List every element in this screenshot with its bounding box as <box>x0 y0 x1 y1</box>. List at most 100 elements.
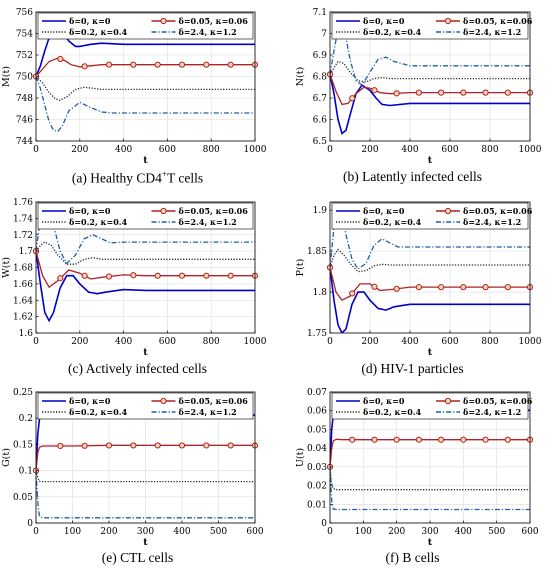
legend-label: δ=0.05, κ=0.06 <box>463 206 533 216</box>
series-marker <box>393 285 400 292</box>
series-marker <box>130 61 137 68</box>
legend-label: δ=0.05, κ=0.06 <box>179 396 249 406</box>
series-marker <box>57 442 64 450</box>
y-tick-label: 0.05 <box>307 425 327 435</box>
y-tick-label: 748 <box>16 94 33 104</box>
series-marker <box>105 442 113 449</box>
chart-panel-d: 0 200 400 600 800 1000 1.75 1.8 1.85 1.9 t P(t) δ=0,… <box>275 190 550 380</box>
x-tick-label: 100 <box>355 527 372 537</box>
series-marker <box>393 436 400 443</box>
chart-svg-c: 0 200 400 600 800 1000 1.6 1.62 1.64 1.66 1.68 1.7 1… <box>1 198 267 358</box>
series-line <box>36 250 255 323</box>
x-tick-label: 400 <box>401 145 418 155</box>
x-tick-label: 800 <box>203 145 220 155</box>
legend-label: δ=0.05, κ=0.06 <box>179 206 249 216</box>
series-marker <box>81 63 88 70</box>
x-tick-label: 1000 <box>244 337 267 347</box>
legend-box <box>331 392 529 420</box>
y-axis-label: G(t) <box>1 448 12 467</box>
x-tick-label: 600 <box>521 527 538 537</box>
series-marker <box>504 284 511 291</box>
legend-marker <box>160 17 167 25</box>
chart-panel-e: 0 100 200 300 400 500 600 0 0.05 0.1 0.15 0.2 0.25 t G… <box>0 380 275 571</box>
y-tick-label: 1.74 <box>13 214 33 224</box>
x-tick-label: 400 <box>173 527 190 537</box>
legend-label: δ=0.05, κ=0.06 <box>179 16 249 26</box>
y-axis-label: M(t) <box>1 66 12 87</box>
series-marker <box>178 272 186 279</box>
y-tick-label: 1.7 <box>19 247 34 257</box>
series-marker <box>154 61 161 68</box>
series-marker <box>371 87 378 94</box>
y-tick-label: 744 <box>16 137 33 147</box>
series-marker <box>482 89 489 96</box>
series-line <box>330 60 530 83</box>
legend-box <box>331 202 529 230</box>
series-marker <box>415 436 422 443</box>
series-line <box>36 76 255 133</box>
series-marker <box>203 442 210 449</box>
x-axis-label: t <box>428 537 433 548</box>
series-marker <box>105 61 113 68</box>
legend: δ=0, κ=0 δ=0.05, κ=0.06 δ=0.2, κ=0.4 δ=2.4,… <box>37 12 254 40</box>
legend-box <box>37 392 254 420</box>
series-marker <box>178 442 186 449</box>
y-tick-label: 0.06 <box>307 407 327 417</box>
series-marker <box>504 89 511 96</box>
y-tick-label: 0.25 <box>13 388 33 398</box>
series-marker <box>371 436 378 443</box>
series-marker <box>482 284 489 291</box>
x-tick-label: 400 <box>401 337 418 347</box>
y-tick-label: 0.07 <box>307 388 327 398</box>
y-tick-label: 0.1 <box>19 467 33 477</box>
x-axis-label: t <box>143 347 148 358</box>
legend-marker <box>160 207 167 215</box>
series-marker <box>57 275 64 282</box>
y-tick-label: 1.85 <box>307 247 327 257</box>
series-marker <box>105 273 113 280</box>
series-marker <box>371 283 378 290</box>
series-line <box>330 248 530 273</box>
chart-svg-f: 0 100 200 300 400 500 600 0 0.01 0.02 0.03 0.04 0.05… <box>295 388 539 548</box>
series-marker <box>460 89 467 96</box>
chart-svg-a: 0 200 400 600 800 1000 744 746 748 750 752 754 756 t M… <box>1 8 267 166</box>
chart-caption-a: (a) Healthy CD4+T cells <box>71 169 204 186</box>
series-line <box>330 267 530 333</box>
x-tick-label: 0 <box>327 527 333 537</box>
series-line <box>36 444 255 471</box>
series-marker <box>130 272 137 279</box>
series-marker <box>415 284 422 291</box>
series-marker <box>227 61 234 68</box>
series-marker <box>438 89 445 96</box>
series-marker <box>227 272 234 279</box>
legend-label: δ=0, κ=0 <box>69 396 111 406</box>
chart-caption-e: (e) CTL cells <box>101 550 174 565</box>
legend-label: δ=2.4, κ=1.2 <box>463 407 521 417</box>
y-tick-label: 0.02 <box>307 482 327 492</box>
legend: δ=0, κ=0 δ=0.05, κ=0.06 δ=0.2, κ=0.4 δ=2.4,… <box>331 202 533 230</box>
y-tick-label: 0 <box>27 519 33 529</box>
series-marker <box>460 436 467 443</box>
series-line <box>36 76 255 101</box>
y-tick-label: 6.5 <box>313 137 328 147</box>
y-tick-label: 1.8 <box>313 288 328 298</box>
y-tick-label: 0.03 <box>307 463 327 473</box>
y-tick-label: 0.2 <box>19 414 33 424</box>
x-tick-label: 300 <box>137 527 154 537</box>
legend-box <box>37 12 254 40</box>
y-axis-label: W(t) <box>1 257 12 278</box>
legend-label: δ=0.05, κ=0.06 <box>463 396 533 406</box>
x-tick-label: 800 <box>203 337 220 347</box>
legend-label: δ=0.05, κ=0.06 <box>463 16 533 26</box>
y-axis-label: U(t) <box>295 448 306 467</box>
y-axis-label: P(t) <box>295 259 306 277</box>
y-axis-label: N(t) <box>295 67 306 87</box>
x-tick-label: 600 <box>159 337 176 347</box>
chart-caption-f: (f) B cells <box>385 550 440 565</box>
x-tick-label: 600 <box>441 145 458 155</box>
legend-label: δ=0, κ=0 <box>69 206 111 216</box>
y-tick-label: 746 <box>16 116 33 126</box>
legend-label: δ=0, κ=0 <box>363 396 405 406</box>
legend-marker <box>444 207 452 215</box>
series-marker <box>81 272 88 279</box>
